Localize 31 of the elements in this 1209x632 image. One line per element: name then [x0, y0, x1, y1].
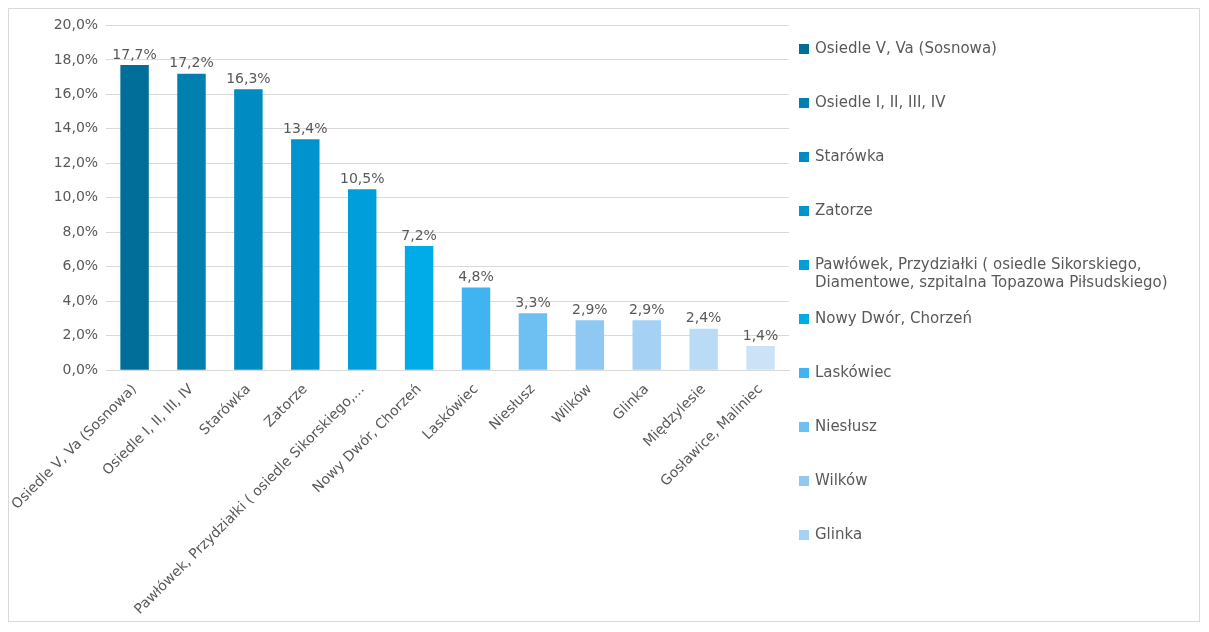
- legend-label: Pawłówek, Przydziałki ( osiedle Sikorskiego, Diamentowe, szpitalna Topazowa Piłsudskiego): [815, 255, 1169, 291]
- y-tick-label: 20,0%: [53, 16, 99, 33]
- y-tick-label: 8,0%: [62, 222, 99, 239]
- y-tick-label: 0,0%: [62, 360, 99, 377]
- data-label: 17,2%: [169, 54, 214, 71]
- y-tick-label: 2,0%: [62, 326, 99, 343]
- legend-label: Starówka: [815, 147, 885, 165]
- legend-label: Nowy Dwór, Chorzeń: [815, 309, 972, 327]
- data-label: 17,7%: [112, 45, 157, 62]
- data-label: 2,4%: [685, 309, 722, 326]
- y-tick-label: 12,0%: [53, 153, 99, 170]
- legend-label: Zatorze: [815, 201, 873, 219]
- data-label: 3,3%: [515, 293, 551, 310]
- legend-label: Glinka: [815, 525, 863, 543]
- y-tick-label: 18,0%: [53, 50, 99, 67]
- data-label: 4,8%: [458, 268, 494, 285]
- data-label: 1,4%: [742, 326, 779, 343]
- data-label: 16,3%: [226, 69, 271, 86]
- y-tick-label: 4,0%: [62, 291, 99, 308]
- data-label: 10,5%: [339, 169, 385, 186]
- y-tick-label: 16,0%: [53, 84, 99, 101]
- legend-label: Osiedle V, Va (Sosnowa): [815, 39, 997, 57]
- y-tick-label: 10,0%: [53, 188, 99, 205]
- y-tick-label: 6,0%: [62, 257, 99, 274]
- data-label: 13,4%: [283, 119, 328, 136]
- y-tick-label: 14,0%: [53, 119, 99, 136]
- data-label: 2,9%: [572, 300, 608, 317]
- data-label: 2,9%: [628, 300, 665, 317]
- data-label: 7,2%: [401, 226, 437, 243]
- legend-label: Osiedle I, II, III, IV: [815, 93, 946, 111]
- legend-label: Laskówiec: [815, 363, 892, 381]
